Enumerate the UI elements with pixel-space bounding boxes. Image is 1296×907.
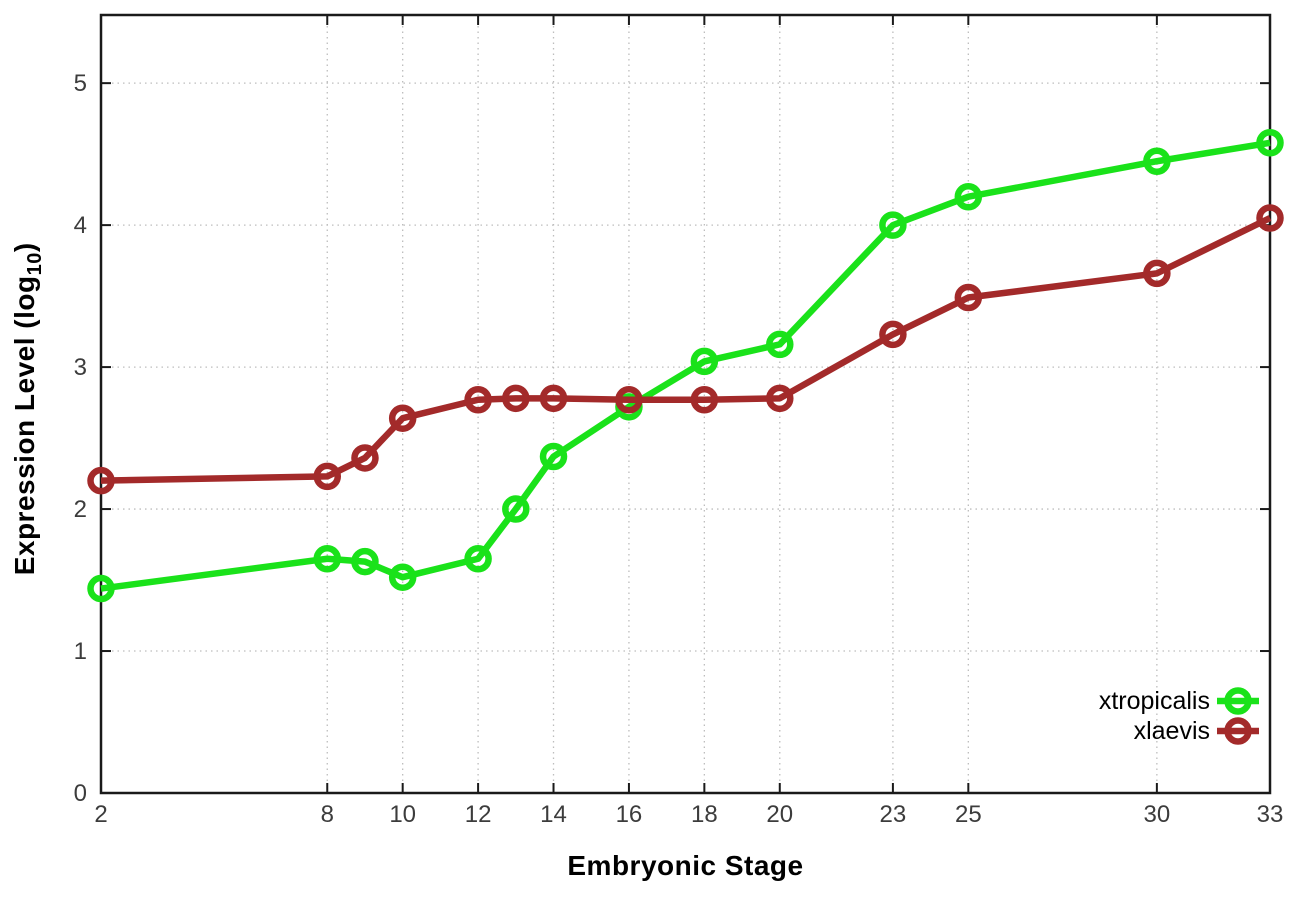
data-point-xtropicalis: [351, 547, 379, 576]
legend-sample-marker-xlaevis: [1224, 717, 1252, 745]
x-tick-label: 16: [616, 801, 643, 828]
data-point-xtropicalis: [313, 544, 342, 573]
plot-border: [99, 13, 1272, 795]
data-point-xtropicalis: [690, 347, 719, 376]
data-point-xlaevis: [766, 384, 794, 413]
x-tick-label: 20: [766, 801, 793, 828]
x-tick-label: 33: [1257, 801, 1284, 828]
data-point-xtropicalis: [766, 330, 794, 359]
data-point-xlaevis: [954, 283, 983, 312]
data-point-xlaevis: [879, 320, 907, 349]
data-point-xlaevis: [87, 466, 115, 495]
y-tick-label: 5: [74, 70, 87, 97]
y-axis-title-close: ): [9, 242, 41, 253]
y-axis-title: Expression Level (log10): [9, 169, 47, 649]
x-tick-label: 25: [955, 801, 982, 828]
data-point-xlaevis: [690, 385, 719, 414]
data-point-xtropicalis: [87, 574, 115, 603]
data-point-xtropicalis: [464, 544, 492, 573]
y-axis-title-subscript: 10: [23, 252, 46, 276]
data-point-xlaevis: [502, 384, 530, 413]
x-tick-label: 14: [540, 801, 567, 828]
data-point-xtropicalis: [1256, 129, 1284, 157]
x-tick-label: 23: [880, 801, 907, 828]
data-point-xlaevis: [1256, 204, 1284, 232]
series-line-xlaevis: [100, 215, 1272, 484]
legend-label-xtropicalis: xtropicalis: [1099, 687, 1210, 715]
y-tick-label: 3: [74, 354, 87, 381]
y-tick-label: 0: [74, 780, 87, 807]
data-point-xtropicalis: [502, 495, 530, 523]
data-point-xtropicalis: [954, 182, 983, 211]
legend-sample-marker-xtropicalis: [1224, 687, 1252, 715]
data-point-xlaevis: [539, 384, 568, 413]
data-point-xlaevis: [1143, 259, 1171, 288]
data-point-xlaevis: [388, 404, 417, 432]
data-point-xlaevis: [351, 444, 379, 472]
y-axis-title-text: Expression Level (log: [9, 275, 41, 576]
y-tick-label: 1: [74, 638, 87, 665]
y-tick-label: 4: [74, 212, 87, 239]
x-tick-label: 30: [1144, 801, 1171, 828]
x-tick-label: 12: [465, 801, 492, 828]
data-point-xtropicalis: [388, 563, 417, 591]
x-tick-label: 10: [389, 801, 416, 828]
y-tick-label: 2: [74, 496, 87, 523]
data-point-xtropicalis: [879, 211, 907, 239]
legend-label-xlaevis: xlaevis: [1134, 717, 1210, 745]
x-axis-title: Embryonic Stage: [567, 850, 804, 881]
data-point-xlaevis: [464, 385, 492, 414]
data-point-xtropicalis: [539, 442, 568, 471]
series-line-xtropicalis: [100, 139, 1271, 592]
data-point-xlaevis: [313, 462, 342, 491]
x-tick-label: 2: [94, 801, 107, 828]
data-point-xtropicalis: [1143, 147, 1171, 175]
x-tick-label: 8: [321, 801, 334, 828]
data-point-xlaevis: [615, 385, 643, 414]
x-tick-label: 18: [691, 801, 718, 828]
